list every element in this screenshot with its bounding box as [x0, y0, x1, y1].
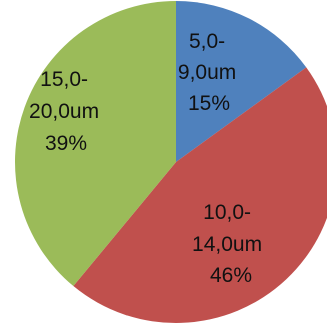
slice-label-15-20um: 15,0- 20,0um 39%: [29, 68, 105, 155]
slice-label-5-9um-range-start: 5,0-: [189, 30, 225, 53]
slice-label-15-20um-range-start: 15,0-: [40, 68, 88, 91]
slice-5-9um: [176, 1, 307, 162]
slice-label-5-9um: 5,0- 9,0um 15%: [178, 30, 242, 115]
slice-label-5-9um-percent: 15%: [188, 92, 230, 115]
slice-label-10-14um: 10,0- 14,0um 46%: [192, 201, 268, 287]
slice-label-5-9um-range-end: 9,0um: [178, 61, 236, 84]
pie-slices: [14, 1, 327, 323]
slice-10-14um: [73, 67, 327, 323]
slice-label-15-20um-range-end: 20,0um: [29, 100, 99, 123]
slice-label-15-20um-percent: 39%: [45, 132, 87, 155]
slice-label-10-14um-percent: 46%: [210, 264, 252, 287]
slice-15-20um: [14, 1, 176, 287]
slice-label-10-14um-range-end: 14,0um: [192, 233, 262, 256]
slice-label-10-14um-range-start: 10,0-: [203, 201, 251, 224]
